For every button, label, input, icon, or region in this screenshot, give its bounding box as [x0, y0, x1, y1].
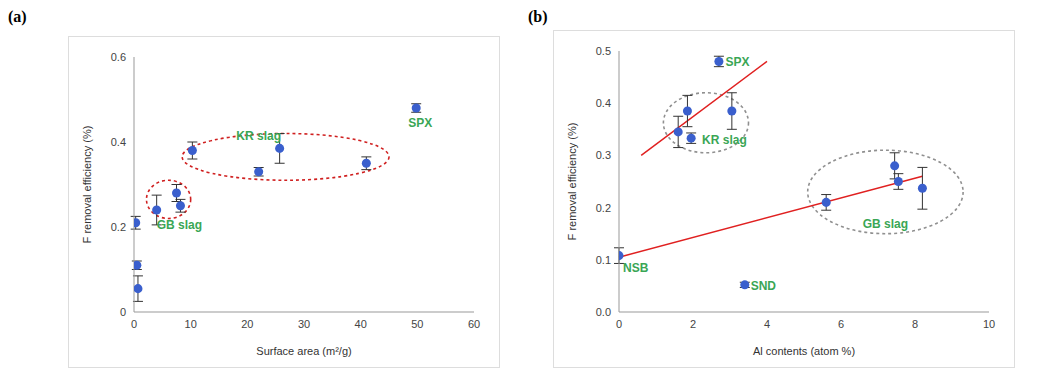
svg-text:50: 50	[411, 318, 423, 330]
svg-text:0: 0	[120, 306, 126, 318]
svg-text:KR slag: KR slag	[236, 129, 281, 143]
svg-text:SND: SND	[751, 279, 777, 293]
svg-text:F removal efficiency (%): F removal efficiency (%)	[81, 126, 93, 244]
svg-text:SPX: SPX	[408, 116, 432, 130]
svg-text:8: 8	[912, 318, 918, 330]
html-text:(a): (a)	[8, 8, 27, 25]
svg-text:F removal efficiency (%): F removal efficiency (%)	[566, 123, 578, 241]
svg-text:GB slag: GB slag	[157, 218, 202, 232]
svg-text:10: 10	[185, 318, 197, 330]
svg-text:GB slag: GB slag	[863, 217, 908, 231]
html-text:(b): (b)	[528, 8, 548, 25]
svg-text:0: 0	[616, 318, 622, 330]
svg-text:NSB: NSB	[623, 261, 649, 275]
svg-text:4: 4	[764, 318, 770, 330]
svg-text:Surface area (m²/g): Surface area (m²/g)	[256, 345, 351, 357]
svg-text:0.2: 0.2	[111, 221, 126, 233]
svg-text:0.2: 0.2	[596, 202, 611, 214]
svg-text:0.4: 0.4	[111, 136, 126, 148]
svg-text:30: 30	[298, 318, 310, 330]
svg-text:0.0: 0.0	[596, 306, 611, 318]
svg-text:0.1: 0.1	[596, 254, 611, 266]
svg-text:0.3: 0.3	[596, 149, 611, 161]
svg-text:60: 60	[468, 318, 480, 330]
svg-text:40: 40	[355, 318, 367, 330]
svg-text:0: 0	[131, 318, 137, 330]
svg-text:KR slag: KR slag	[702, 133, 747, 147]
svg-text:0.6: 0.6	[111, 51, 126, 63]
svg-text:Al contents (atom %): Al contents (atom %)	[753, 345, 855, 357]
svg-text:6: 6	[838, 318, 844, 330]
svg-text:10: 10	[983, 318, 995, 330]
svg-text:20: 20	[241, 318, 253, 330]
svg-text:0.5: 0.5	[596, 45, 611, 57]
svg-text:2: 2	[690, 318, 696, 330]
svg-text:0.4: 0.4	[596, 97, 611, 109]
svg-text:SPX: SPX	[725, 55, 749, 69]
